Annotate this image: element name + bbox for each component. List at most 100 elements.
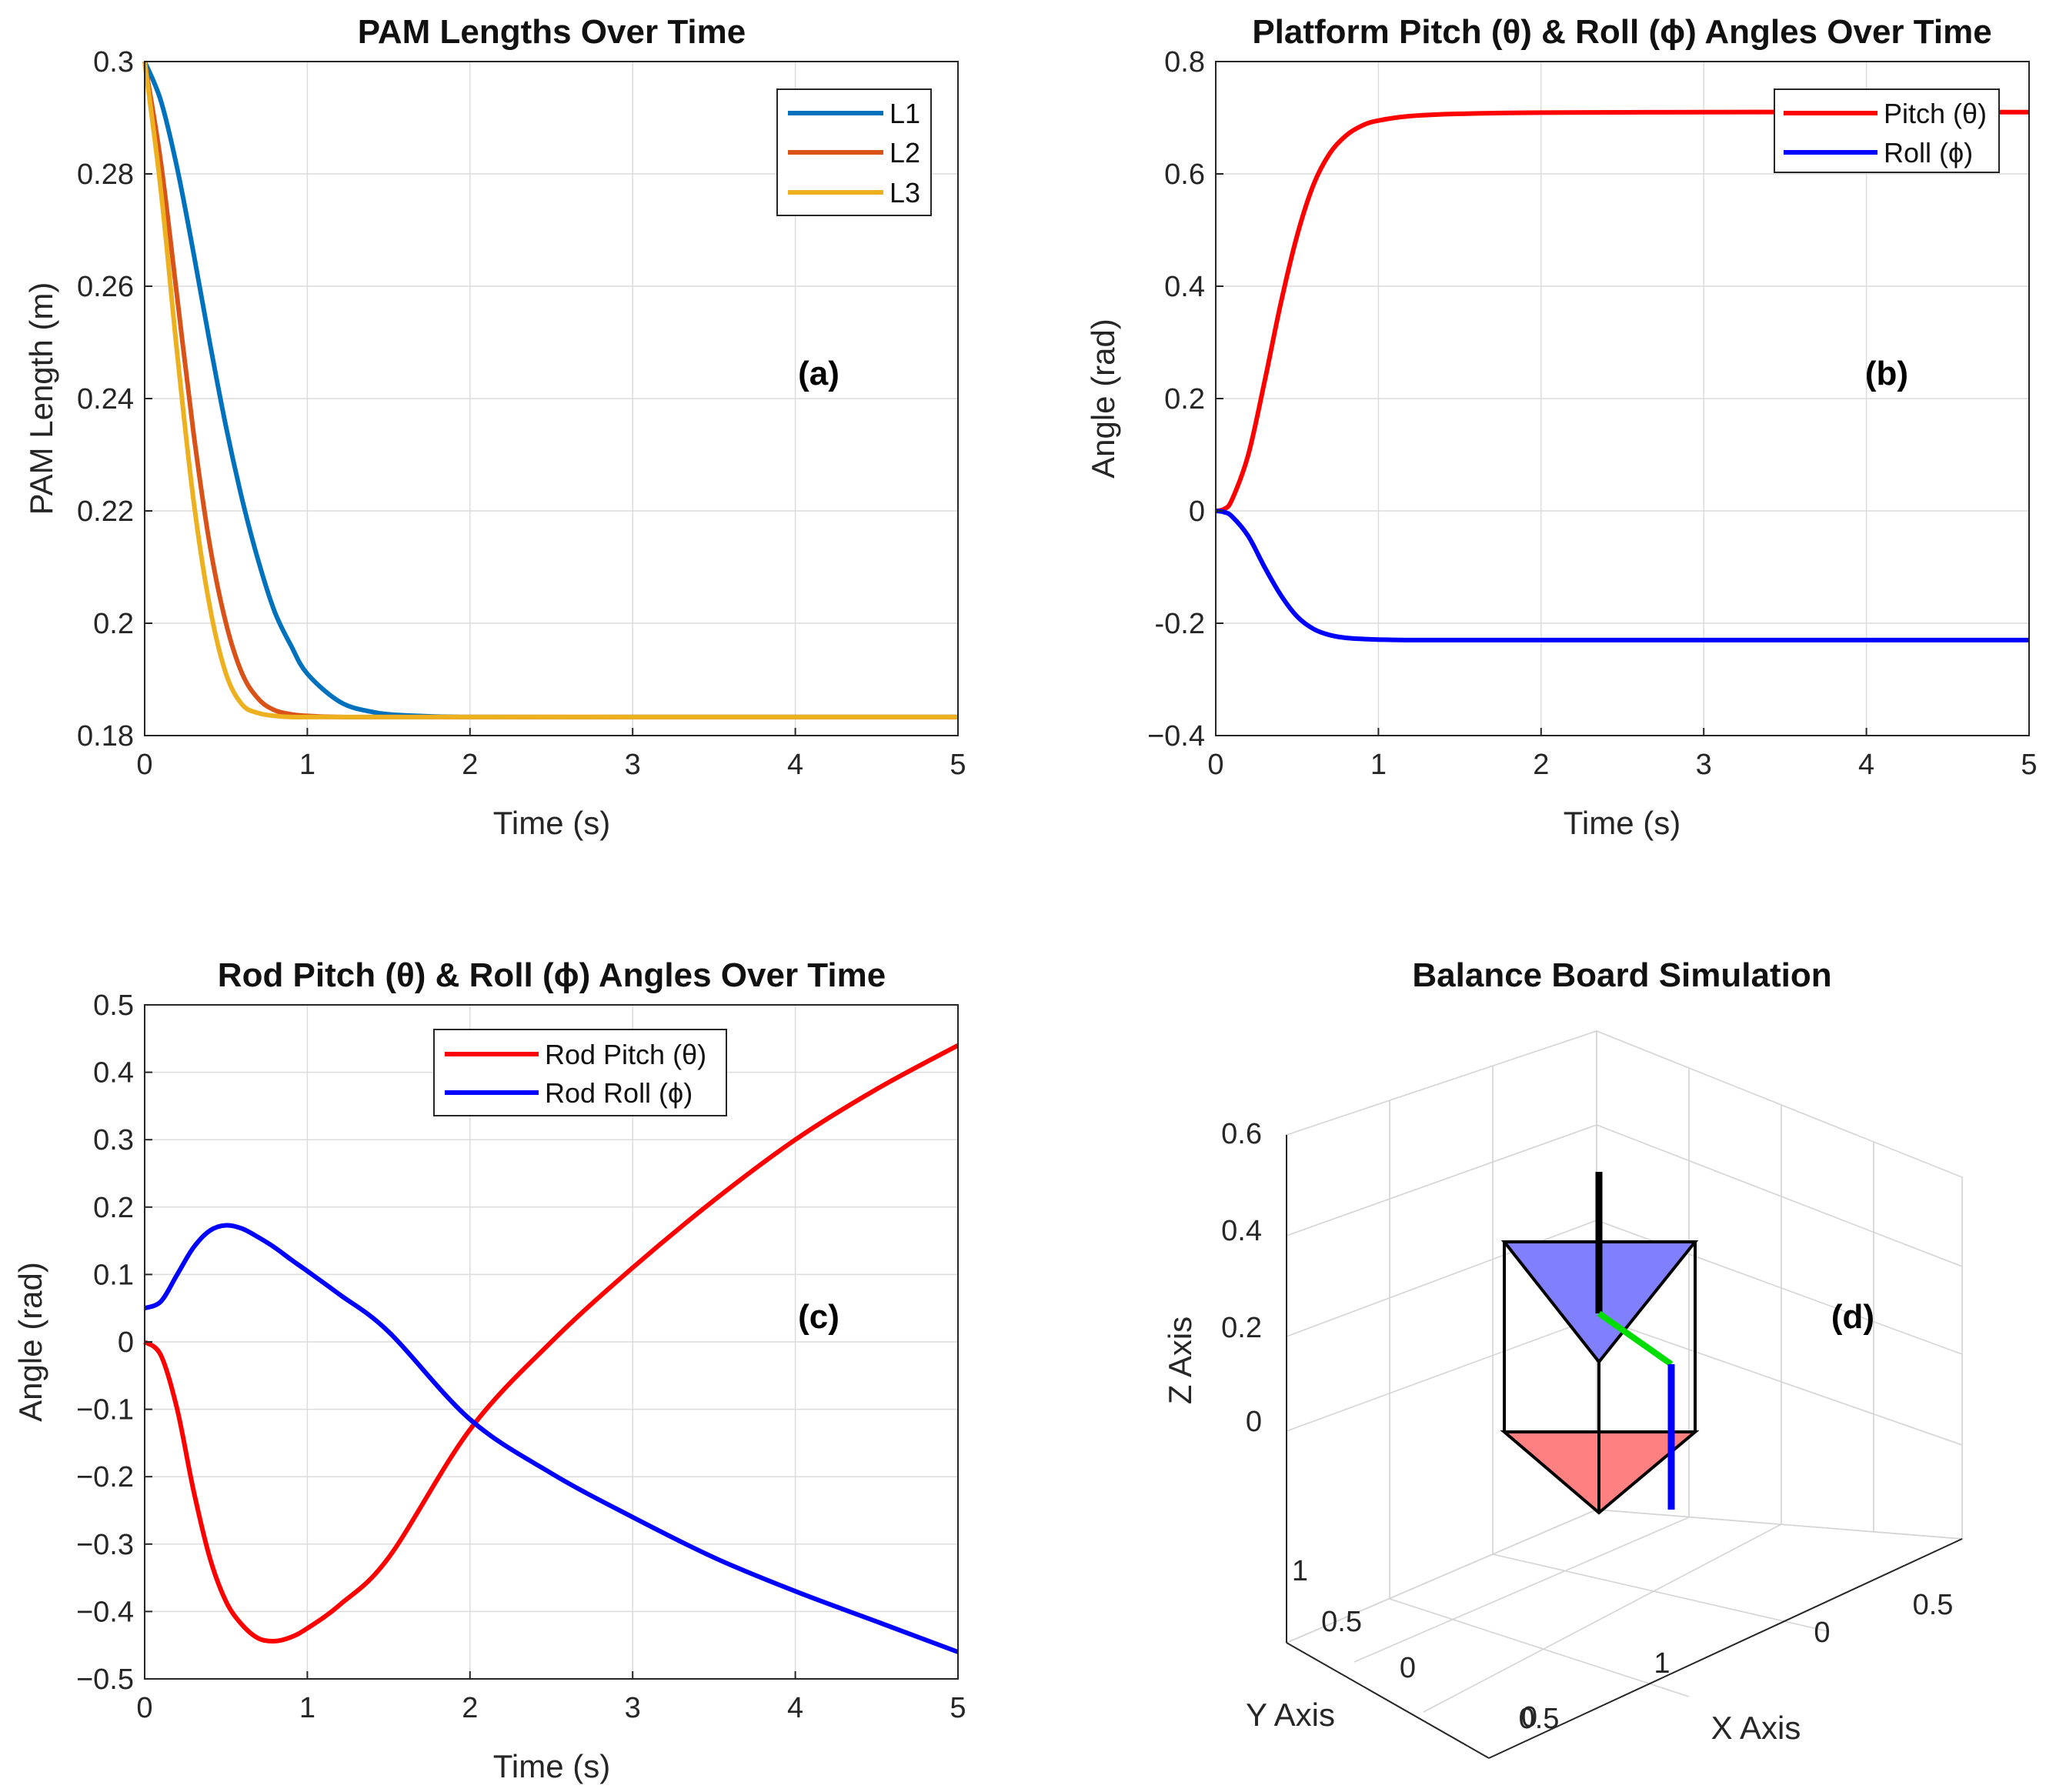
y-tick-label: 0.4 [93, 1057, 134, 1090]
z-tick-0.4: 0.4 [1221, 1215, 1262, 1247]
panel-a-ticks: 0 1 2 3 4 5 0.18 0.2 0.22 0.24 0.26 0.28 0.3 [77, 46, 966, 781]
y-tick-label: 0.4 [1164, 271, 1205, 303]
x-tick-0.5: 0.5 [1519, 1703, 1560, 1735]
x-tick-0-left: 0 [1521, 1701, 1537, 1734]
x-tick-1: 1 [1654, 1647, 1670, 1680]
panel-c-series [143, 1043, 960, 1654]
x-tick-label: 2 [462, 749, 478, 781]
series-line-c-1 [143, 1043, 960, 1644]
x-tick-label: 5 [950, 1692, 966, 1724]
y-tick-label: −0.5 [76, 1664, 134, 1696]
x-tick-label: 2 [462, 1692, 478, 1724]
x-tick-label: 4 [787, 1692, 803, 1724]
x-tick-label: 5 [2021, 749, 2037, 781]
panel-b-title: Platform Pitch (θ) & Roll (ϕ) Angles Ove… [1252, 13, 1991, 51]
panel-d-annotation: (d) [1831, 1298, 1874, 1336]
y-tick-0: 0 [1400, 1652, 1416, 1684]
panel-d-axes [1286, 1135, 1963, 1759]
panel-c-legend-box [433, 1029, 727, 1116]
x-tick-label: 4 [1858, 749, 1874, 781]
y-tick-label: 0.28 [77, 159, 134, 191]
series-line-a-3 [142, 61, 958, 720]
link-green [1597, 1310, 1674, 1367]
right-wall-gridline [1596, 1124, 1963, 1267]
y-tick-label: 0.3 [93, 1124, 134, 1156]
left-wall-gridline [1286, 1316, 1597, 1432]
panel-d-tick-labels: 0.6 0.4 0.2 0 1 0.5 0 0.5 1 0 0.5 0 [1221, 1118, 1953, 1735]
panel-b-xlabel: Time (s) [1564, 805, 1681, 841]
legend-label-rod-pitch: Rod Pitch (θ) [545, 1039, 706, 1070]
x-tick-label: 1 [299, 1692, 315, 1724]
floor [1285, 1509, 1965, 1759]
legend-label-pitch: Pitch (θ) [1884, 98, 1987, 129]
panel-b-annotation: (b) [1865, 355, 1908, 392]
y-tick-label: 0.3 [93, 46, 134, 78]
panel-b-ylabel: Angle (rad) [1085, 319, 1121, 479]
panel-a-xlabel: Time (s) [493, 805, 610, 841]
z-tick-0.6: 0.6 [1221, 1118, 1262, 1150]
x-tick-label: 3 [625, 749, 641, 781]
floor-gridline [1353, 1517, 1690, 1663]
y-tick-label: 0.2 [1164, 383, 1205, 415]
panel-d-3d-grid [1285, 1029, 1965, 1759]
left-wall-gridline [1286, 1220, 1597, 1337]
balance-board [1500, 1172, 1700, 1515]
x-tick-label: 4 [787, 749, 803, 781]
x-tick-label: 2 [1533, 749, 1549, 781]
y-tick-label: 0.2 [93, 1192, 134, 1224]
panel-a-title: PAM Lengths Over Time [358, 13, 746, 51]
x-tick-label: 3 [625, 1692, 641, 1724]
x-tick-0: 0 [1814, 1617, 1830, 1649]
legend-label-l2: L2 [889, 137, 920, 169]
panel-a-ylabel: PAM Length (m) [23, 282, 59, 516]
panel-c-legend: Rod Pitch (θ) Rod Roll (ϕ) [433, 1029, 727, 1116]
panel-b-legend-box [1774, 88, 2000, 173]
y-tick-label: 0.2 [93, 608, 134, 640]
y-tick-label: 0.5 [93, 989, 134, 1022]
panel-c-xlabel: Time (s) [493, 1748, 610, 1784]
panel-b-platform-angles: Platform Pitch (θ) & Roll (ϕ) Angles Ove… [1085, 13, 2038, 841]
panel-b-legend: Pitch (θ) Roll (ϕ) [1774, 88, 2000, 173]
panel-c-title: Rod Pitch (θ) & Roll (ϕ) Angles Over Tim… [218, 956, 886, 994]
y-tick-label: 0 [118, 1326, 134, 1359]
z-tick-0: 0 [1246, 1406, 1262, 1438]
y-axis-line [1286, 1642, 1490, 1759]
legend-label-rod-roll: Rod Roll (ϕ) [545, 1077, 693, 1109]
y-tick-label: 0.1 [93, 1259, 134, 1291]
x-tick-label: 5 [950, 749, 966, 781]
y-tick-label: −0.4 [76, 1596, 134, 1628]
z-tick-0.2: 0.2 [1221, 1312, 1262, 1344]
y-tick-label: −0.3 [76, 1529, 134, 1561]
panel-d-ylabel: Y Axis [1246, 1697, 1335, 1733]
panel-b-series [1215, 109, 2029, 642]
panel-a-legend: L1 L2 L3 [776, 88, 932, 216]
y-tick-label: 0.18 [77, 720, 134, 753]
y-tick-label: 0.26 [77, 271, 134, 303]
panel-c-rod-angles: Rod Pitch (θ) & Roll (ϕ) Angles Over Tim… [12, 956, 966, 1784]
y-tick-label: 0.6 [1164, 159, 1205, 191]
x-tick-label: 1 [1370, 749, 1387, 781]
legend-label-l3: L3 [889, 177, 920, 209]
y-tick-label: 0.22 [77, 496, 134, 528]
y-tick-1: 1 [1292, 1555, 1308, 1587]
x-tick-label: 0 [136, 749, 152, 781]
legend-label-l1: L1 [889, 98, 920, 129]
y-tick-label: −0.2 [76, 1461, 134, 1493]
panel-c-ylabel: Angle (rad) [12, 1262, 48, 1422]
y-tick-label: −0.4 [1147, 720, 1205, 753]
left-wall-gridline [1286, 1124, 1597, 1236]
panel-d-zlabel: Z Axis [1162, 1316, 1198, 1404]
x-tick-label: 0 [1207, 749, 1223, 781]
y-tick-label: −0.1 [76, 1394, 134, 1427]
legend-label-roll: Roll (ϕ) [1884, 137, 1973, 169]
panel-a-annotation: (a) [798, 355, 839, 392]
series-line-b-1 [1215, 109, 2029, 513]
panel-a-pam-lengths: PAM Lengths Over Time 0 1 2 3 4 50.180.20.220… [23, 13, 966, 841]
panel-a-series [142, 60, 958, 720]
x-tick-0.5-right: 0.5 [1913, 1589, 1954, 1621]
right-wall-gridline [1596, 1316, 1963, 1446]
x-tick-label: 3 [1696, 749, 1712, 781]
y-tick-label: -0.2 [1155, 608, 1205, 640]
